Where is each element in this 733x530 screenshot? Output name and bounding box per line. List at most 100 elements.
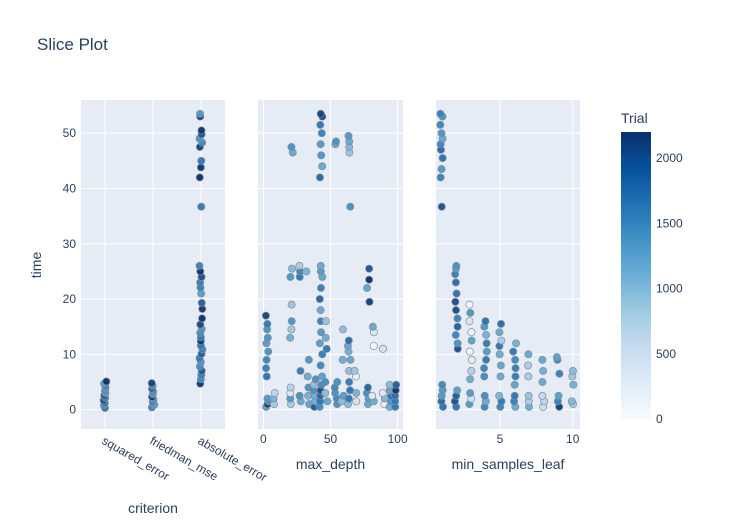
data-point (344, 394, 353, 403)
y-tick-label: 30 (63, 237, 77, 251)
y-tick-label: 20 (63, 292, 77, 306)
y-axis-tick-labels: 0 10 20 30 40 50 (63, 126, 77, 416)
data-point (350, 366, 359, 375)
data-point (321, 389, 330, 398)
data-point (316, 140, 325, 149)
panel-max-depth-x-ticks: 0 50 100 (260, 432, 408, 446)
data-point (567, 397, 576, 406)
data-point (338, 325, 347, 334)
data-point (496, 372, 505, 381)
panel-criterion-points (99, 109, 207, 412)
data-point (369, 342, 378, 351)
data-point (197, 156, 206, 165)
data-point (317, 151, 326, 160)
data-point (368, 322, 377, 331)
data-point (321, 317, 330, 326)
x-axis-label-max-depth: max_depth (296, 456, 365, 472)
data-point (511, 364, 520, 373)
data-point (352, 389, 361, 398)
x-axis-label-min-samples-leaf: min_samples_leaf (452, 456, 565, 472)
data-point (451, 278, 460, 287)
y-tick-label: 0 (69, 403, 76, 417)
data-point (287, 300, 296, 309)
data-point (196, 163, 205, 172)
data-point (467, 336, 476, 345)
data-point (286, 272, 295, 281)
data-point (465, 300, 474, 309)
data-point (452, 289, 461, 298)
data-point (346, 355, 355, 364)
data-point (263, 319, 272, 328)
data-point (287, 317, 296, 326)
x-tick-label: 100 (388, 432, 408, 446)
panel-criterion: squared_errorfriedman_mseabsolute_error … (81, 100, 270, 516)
y-axis-label: time (28, 252, 44, 279)
data-point (317, 328, 326, 337)
data-point (467, 366, 476, 375)
panel-min-samples-leaf: 5 10 min_samples_leaf (436, 100, 580, 472)
data-point (452, 306, 460, 315)
data-point (195, 173, 204, 182)
data-point (295, 391, 304, 400)
colorbar-tick-label: 1000 (656, 282, 683, 296)
data-point (524, 391, 533, 400)
data-point (511, 355, 520, 364)
data-point (466, 375, 475, 384)
data-point (453, 339, 462, 348)
data-point (538, 355, 547, 364)
data-point (321, 378, 330, 386)
data-point (465, 347, 474, 356)
data-point (363, 383, 372, 392)
data-point (511, 372, 520, 381)
data-point (437, 202, 446, 211)
data-point (524, 350, 533, 359)
colorbar-title: Trial (621, 110, 648, 126)
data-point (453, 386, 462, 395)
data-point (480, 372, 489, 381)
data-point (385, 380, 394, 389)
data-point (346, 202, 355, 211)
data-point (264, 347, 273, 356)
data-point (437, 129, 446, 138)
data-point (451, 297, 460, 306)
data-point (102, 377, 111, 386)
data-point (197, 298, 206, 307)
data-point (365, 264, 374, 273)
data-point (466, 389, 475, 398)
colorbar-tick-label: 0 (656, 412, 663, 426)
data-point (315, 339, 324, 348)
data-point (316, 109, 325, 118)
data-point (436, 120, 445, 129)
colorbar-tick-label: 1500 (656, 216, 683, 230)
colorbar-tick-label: 500 (656, 347, 676, 361)
y-tick-label: 10 (63, 347, 77, 361)
data-point (569, 380, 578, 389)
data-point (495, 350, 504, 359)
x-tick-label: 50 (324, 432, 338, 446)
y-tick-label: 50 (63, 126, 77, 140)
data-point (451, 331, 460, 339)
data-point (436, 173, 445, 182)
data-point (482, 339, 491, 348)
data-point (333, 378, 342, 386)
data-point (509, 347, 518, 356)
colorbar-gradient (621, 132, 651, 419)
data-point (317, 284, 325, 292)
y-tick-label: 40 (63, 181, 77, 195)
data-point (196, 109, 204, 118)
data-point (436, 109, 445, 118)
data-point (318, 350, 327, 359)
data-point (438, 380, 447, 389)
data-point (510, 380, 519, 389)
data-point (524, 372, 533, 381)
data-point (147, 379, 156, 388)
data-point (512, 339, 520, 348)
panel-min-samples-leaf-x-ticks: 5 10 (497, 432, 580, 446)
data-point (482, 347, 491, 356)
data-point (322, 344, 331, 353)
data-point (495, 391, 504, 400)
data-point (315, 295, 324, 304)
data-point (304, 355, 313, 364)
